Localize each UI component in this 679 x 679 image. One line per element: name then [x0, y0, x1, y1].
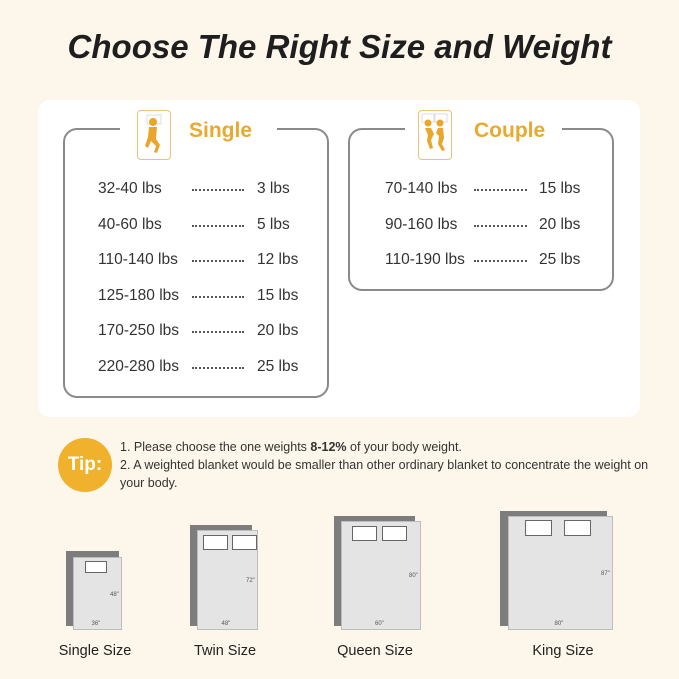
pillow-icon [232, 535, 257, 550]
width-dimension: 36" [91, 621, 101, 627]
dotted-leader [192, 260, 244, 263]
couple-row: 90-160 lbs 20 lbs [385, 215, 625, 235]
dotted-leader [192, 224, 244, 227]
tip-line1: 1. Please choose the one weights [120, 440, 311, 454]
blanket-weight: 12 lbs [257, 251, 299, 269]
blanket-weight: 25 lbs [539, 251, 581, 269]
single-row: 110-140 lbs 12 lbs [98, 250, 338, 270]
blanket-weight: 15 lbs [257, 286, 299, 304]
body-weight: 125-180 lbs [98, 286, 180, 304]
body-weight: 110-140 lbs [98, 251, 178, 269]
couple-heading: Couple [474, 119, 546, 142]
bed-illustration [508, 516, 613, 630]
single-row: 32-40 lbs 3 lbs [98, 179, 338, 199]
pillow-icon [352, 526, 377, 541]
blanket-weight: 15 lbs [539, 180, 581, 197]
blanket-weight: 20 lbs [257, 322, 299, 340]
blanket-weight: 3 lbs [257, 180, 290, 197]
body-weight: 70-140 lbs [385, 180, 458, 197]
pillow-icon [564, 520, 591, 536]
pillow-icon [525, 520, 552, 536]
tip-percent: 8-12% [310, 440, 347, 454]
length-dimension: 87" [601, 570, 610, 577]
gap [120, 125, 277, 131]
body-weight: 110-190 lbs [385, 251, 465, 269]
gap [405, 125, 562, 131]
single-sleeper-icon [137, 110, 171, 160]
body-weight: 40-60 lbs [98, 215, 162, 233]
body-weight: 32-40 lbs [98, 180, 162, 197]
length-dimension: 48" [110, 592, 119, 599]
dotted-leader [192, 367, 244, 369]
body-weight: 220-280 lbs [98, 358, 180, 375]
single-row: 125-180 lbs 15 lbs [98, 286, 338, 306]
pillow-icon [85, 561, 107, 573]
tip-text: 1. Please choose the one weights 8-12% o… [120, 438, 650, 492]
width-dimension: 48" [221, 621, 231, 627]
blanket-weight: 20 lbs [539, 215, 581, 233]
dotted-leader [474, 189, 527, 191]
dotted-leader [474, 224, 527, 227]
single-row: 40-60 lbs 5 lbs [98, 215, 338, 235]
width-dimension: 60" [375, 621, 384, 627]
width-dimension: 80" [554, 621, 564, 627]
blanket-weight: 25 lbs [257, 358, 299, 375]
tip-line1-end: of your body weight. [346, 440, 462, 454]
bed-size-label: Single Size [58, 643, 132, 659]
single-row: 220-280 lbs 25 lbs [98, 357, 338, 377]
couple-row: 110-190 lbs 25 lbs [385, 250, 625, 270]
couple-sleepers-icon [418, 110, 452, 160]
pillow-icon [382, 526, 407, 541]
pillow-icon [203, 535, 228, 550]
single-row: 170-250 lbs 20 lbs [98, 321, 338, 341]
dotted-leader [192, 189, 244, 191]
blanket-weight: 5 lbs [257, 215, 290, 233]
body-weight: 170-250 lbs [98, 322, 180, 340]
tip-line2: 2. A weighted blanket would be smaller t… [120, 458, 649, 490]
bed-size-label: King Size [532, 643, 594, 659]
length-dimension: 72" [246, 578, 255, 584]
bed-size-label: Twin Size [193, 643, 257, 659]
dotted-leader [474, 260, 527, 263]
dotted-leader [192, 331, 244, 334]
couple-row: 70-140 lbs 15 lbs [385, 179, 625, 199]
body-weight: 90-160 lbs [385, 215, 458, 233]
bed-size-label: Queen Size [337, 643, 413, 659]
length-dimension: 80" [409, 573, 418, 580]
tip-badge: Tip: [58, 438, 112, 492]
single-heading: Single [189, 119, 253, 142]
dotted-leader [192, 295, 244, 298]
page-title: Choose The Right Size and Weight [67, 28, 612, 65]
